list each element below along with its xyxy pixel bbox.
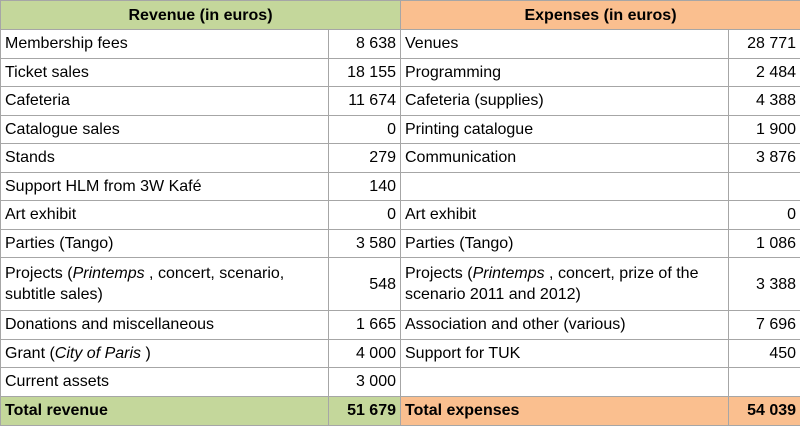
label-cell: Grant (City of Paris ) [0,338,329,368]
label-cell: Cafeteria [0,86,329,116]
amount-cell: 3 876 [727,143,800,173]
label-segment: ) [141,344,151,362]
amount-cell: 1 665 [328,310,401,340]
amount-cell: 3 000 [328,367,401,397]
label-segment: Projects ( [405,265,473,282]
amount-cell: 4 388 [727,86,800,116]
empty-cell [727,171,800,201]
amount-cell: 450 [727,338,800,368]
table-row: Grant (City of Paris ) 4 000 Support for T… [0,338,800,368]
amount-cell: 28 771 [727,29,800,59]
empty-cell [400,367,729,397]
total-amount: 51 679 [328,395,401,426]
label-cell: Programming [400,57,729,87]
amount-cell: 1 086 [727,228,800,258]
amount-cell: 18 155 [328,57,401,87]
total-amount: 54 039 [727,395,800,426]
amount-cell: 3 388 [727,257,800,311]
amount-cell: 0 [328,114,401,144]
label-cell: Membership fees [0,29,329,59]
label-cell: Support for TUK [400,338,729,368]
label-cell: Cafeteria (supplies) [400,86,729,116]
amount-cell: 7 696 [727,310,800,340]
amount-cell: 8 638 [328,29,401,59]
table-row: Parties (Tango) 3 580 Parties (Tango) 1 086 [0,228,800,258]
label-segment: City of Paris [54,344,142,362]
table-row: Support HLM from 3W Kafé 140 [0,171,800,201]
label-cell: Current assets [0,367,329,397]
label-cell: Projects (Printemps , concert, prize of … [400,257,729,311]
label-cell: Parties (Tango) [0,228,329,258]
label-segment: Printemps [472,265,545,282]
label-cell: Art exhibit [400,200,729,230]
label-segment: Projects ( [5,265,73,282]
total-label: Total expenses [400,395,729,426]
label-segment: Grant ( [5,344,55,362]
table-row: Art exhibit 0 Art exhibit 0 [0,200,800,230]
table-row: Membership fees 8 638 Venues 28 771 [0,29,800,59]
label-cell: Projects (Printemps , concert, scenario,… [0,257,329,311]
amount-cell: 3 580 [328,228,401,258]
label-cell: Catalogue sales [0,114,329,144]
table-row: Projects (Printemps , concert, scenario,… [0,257,800,311]
amount-cell: 1 900 [727,114,800,144]
label-cell: Communication [400,143,729,173]
amount-cell: 279 [328,143,401,173]
table-row: Ticket sales 18 155 Programming 2 484 [0,57,800,87]
label-segment: , concert, scenario, subtitle sales) [5,265,285,303]
label-cell: Art exhibit [0,200,329,230]
amount-cell: 0 [727,200,800,230]
label-segment: , concert, prize of the scenario 2011 an… [405,265,699,303]
label-cell: Parties (Tango) [400,228,729,258]
total-label: Total revenue [0,395,329,426]
amount-cell: 0 [328,200,401,230]
label-cell: Support HLM from 3W Kafé [0,171,329,201]
header-row: Revenue (in euros) Expenses (in euros) [0,0,800,30]
label-cell: Printing catalogue [400,114,729,144]
table-row: Donations and miscellaneous 1 665 Associat… [0,310,800,340]
empty-cell [727,367,800,397]
label-cell: Ticket sales [0,57,329,87]
label-cell: Donations and miscellaneous [0,310,329,340]
label-cell: Stands [0,143,329,173]
revenue-header: Revenue (in euros) [0,0,401,30]
total-row: Total revenue 51 679 Total expenses 54 039 [0,395,800,426]
table-row: Catalogue sales 0 Printing catalogue 1 900 [0,114,800,144]
table-row: Stands 279 Communication 3 876 [0,143,800,173]
amount-cell: 4 000 [328,338,401,368]
label-segment: Printemps [72,265,145,282]
expenses-header: Expenses (in euros) [399,0,800,30]
amount-cell: 2 484 [727,57,800,87]
amount-cell: 11 674 [328,86,401,116]
empty-cell [400,171,729,201]
amount-cell: 140 [328,171,401,201]
amount-cell: 548 [328,257,401,311]
label-cell: Venues [400,29,729,59]
table-row: Cafeteria 11 674 Cafeteria (supplies) 4 388 [0,86,800,116]
table-row: Current assets 3 000 [0,367,800,397]
label-cell: Association and other (various) [400,310,729,340]
